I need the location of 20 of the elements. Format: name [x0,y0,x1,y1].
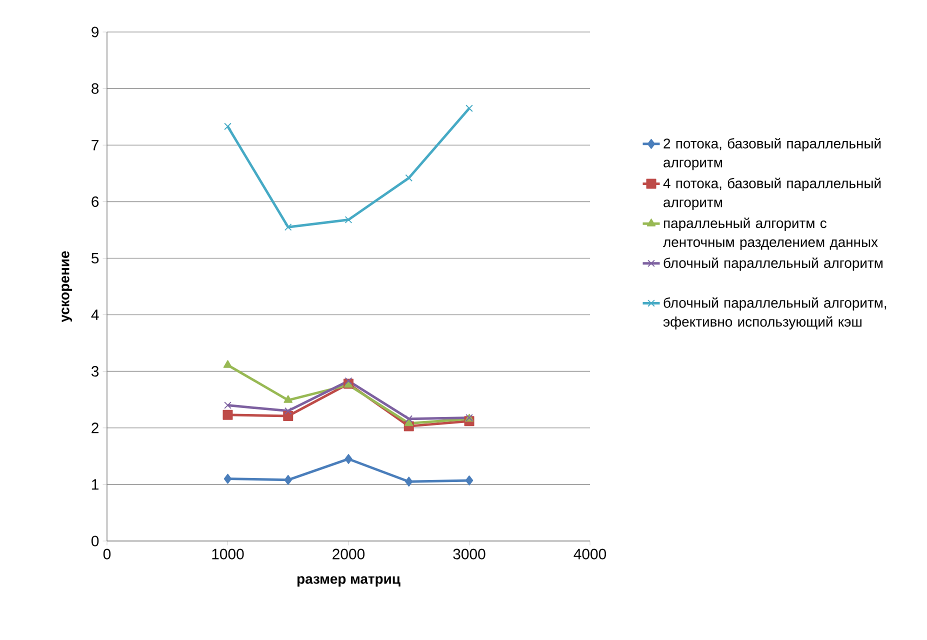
x-tick-label: 1000 [212,548,244,560]
x-tick-label: 0 [103,548,111,560]
x-tick-label: 3000 [453,548,486,560]
x-tick-label: 2000 [332,548,365,560]
y-tick-label: 4 [91,310,99,320]
legend-label: 2 потока, базовый параллельный алгоритм [664,138,881,170]
y-tick-label: 0 [91,536,99,546]
x-axis-title: размер матриц [297,576,400,587]
legend-label: блочный параллельный алгоритм, эфективно использующий кэш [663,297,886,330]
y-axis-title: ускорение [62,251,72,322]
y-tick-label: 9 [92,26,99,38]
y-tick-label: 8 [92,83,99,94]
y-tick-label: 3 [91,366,99,377]
y-tick-label: 6 [92,196,99,207]
y-tick-label: 7 [92,140,98,150]
y-tick-label: 5 [92,253,99,264]
x-tick-label: 4000 [574,548,606,560]
y-tick-label: 2 [92,422,98,434]
y-tick-label: 1 [92,479,98,490]
legend-label: блочный параллельный алгоритм [664,257,882,271]
